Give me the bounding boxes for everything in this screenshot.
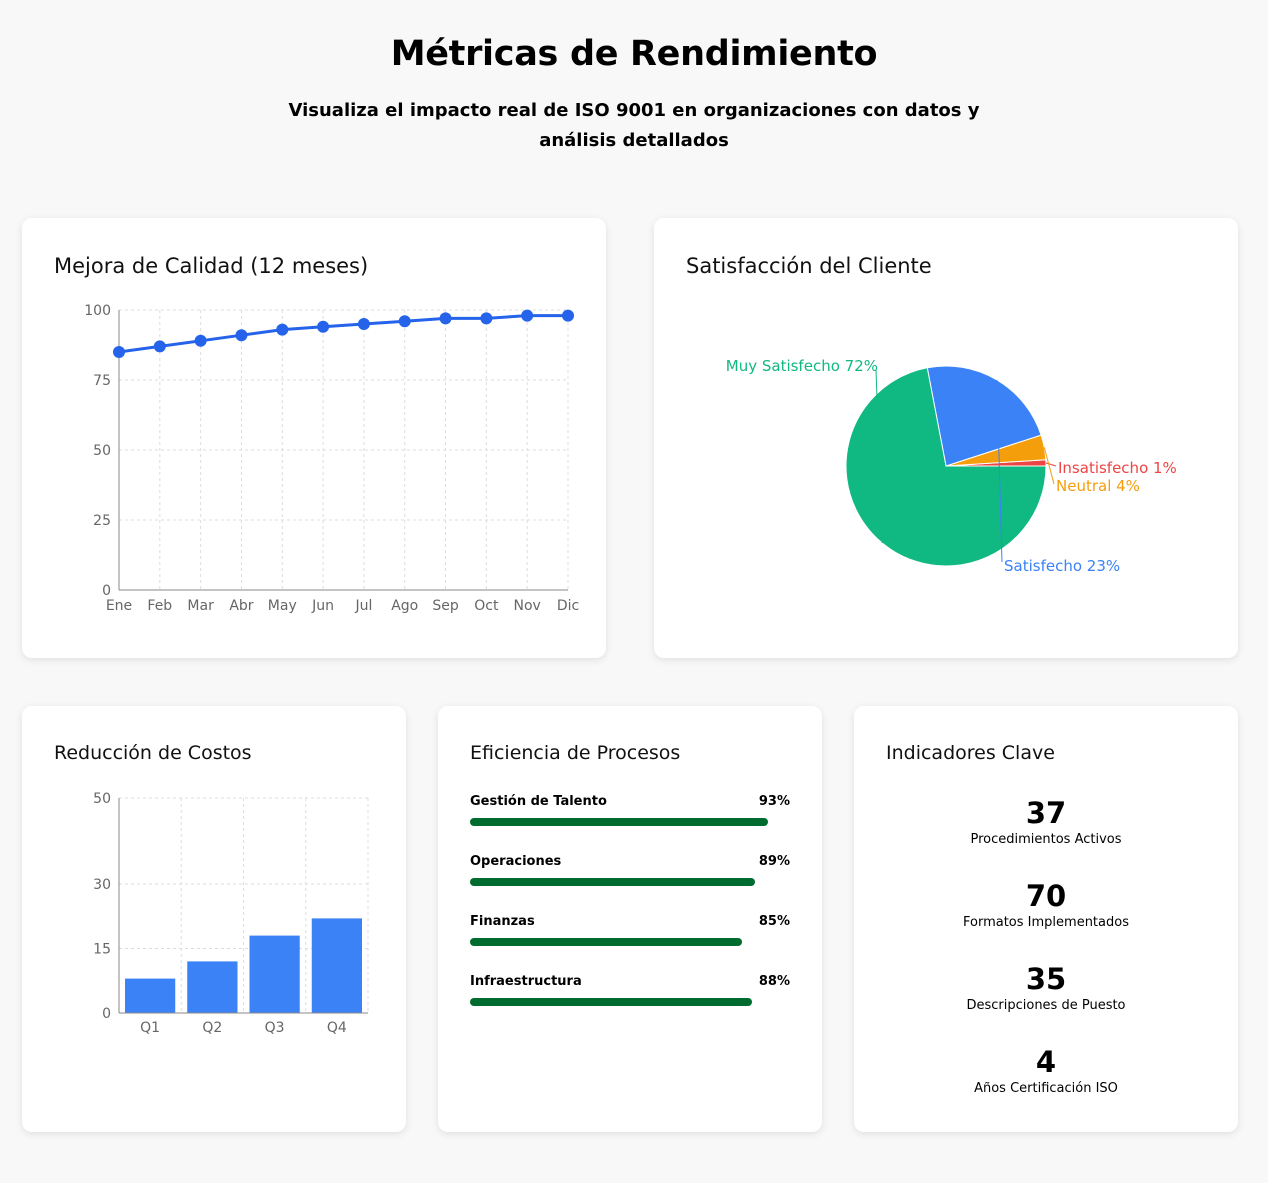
x-tick-label: Jun: [311, 598, 334, 614]
quality-point: [235, 329, 248, 342]
cost-bar: [249, 935, 300, 1013]
y-tick-label: 0: [102, 1006, 111, 1022]
efficiency-percent: 85%: [758, 914, 790, 929]
x-tick-label: Jul: [354, 598, 372, 614]
cost-bar: [125, 978, 176, 1013]
efficiency-percent: 88%: [758, 974, 790, 989]
pie-slice-label: Muy Satisfecho 72%: [726, 357, 878, 375]
quality-point: [194, 334, 207, 347]
quality-card: Mejora de Calidad (12 meses) 0 25 50 75 100 E…: [22, 218, 606, 658]
x-tick-label: Nov: [514, 598, 541, 614]
efficiency-track: [470, 878, 790, 886]
efficiency-track: [470, 938, 790, 946]
satisfaction-pie-chart: Insatisfecho 1%Neutral 4% Satisfecho 23% M…: [726, 357, 1177, 575]
quality-point: [276, 323, 289, 336]
x-tick-label: May: [268, 598, 297, 614]
efficiency-fill: [470, 818, 768, 826]
kpi-label: Años Certificación ISO: [974, 1081, 1118, 1096]
y-tick-label: 75: [93, 373, 111, 389]
satisfaction-card: Satisfacción del Cliente Insatisfecho 1%…: [654, 218, 1238, 658]
efficiency-label: Infraestructura: [470, 974, 582, 989]
efficiency-track: [470, 998, 790, 1006]
indicators-card: Indicadores Clave 37 Procedimientos Acti…: [854, 706, 1238, 1132]
x-tick-label: Oct: [474, 598, 499, 614]
cost-bar: [187, 961, 238, 1013]
quality-point: [317, 320, 330, 333]
quality-series-line: [118, 314, 568, 354]
x-tick-label: Mar: [187, 598, 214, 614]
pie-leader-line: [996, 379, 1003, 563]
efficiency-track: [470, 818, 790, 826]
quality-point: [153, 340, 166, 353]
pie-leader-line: [1043, 447, 1055, 485]
pie-slice: [926, 365, 1042, 467]
kpi-value: 70: [1025, 879, 1067, 913]
y-tick-label: 50: [93, 443, 111, 459]
kpi-item: 70 Formatos Implementados: [854, 879, 1238, 930]
x-tick-label: Ago: [391, 598, 418, 614]
quality-point: [113, 346, 125, 358]
efficiency-card: Eficiencia de Procesos Gestión de Talent…: [438, 706, 822, 1132]
y-tick-label: 25: [93, 513, 111, 529]
pie-slice-label: Neutral 4%: [1056, 477, 1140, 495]
efficiency-percent: 93%: [758, 794, 790, 809]
kpi-value: 37: [1025, 796, 1067, 830]
x-tick-label: Dic: [557, 598, 579, 614]
quality-point: [480, 312, 493, 325]
page-title: Métricas de Rendimiento: [390, 34, 878, 74]
x-tick-label: Q2: [202, 1020, 222, 1036]
efficiency-fill: [470, 878, 755, 886]
y-tick-label: 0: [102, 583, 111, 599]
efficiency-fill: [470, 998, 752, 1006]
kpi-value: 4: [1035, 1045, 1057, 1079]
quality-point: [357, 318, 370, 330]
kpi-label: Descripciones de Puesto: [966, 998, 1126, 1013]
satisfaction-card-title: Satisfacción del Cliente: [686, 254, 932, 278]
x-tick-label: Sep: [432, 598, 459, 614]
y-tick-label: 15: [93, 942, 111, 958]
efficiency-fill: [470, 938, 742, 946]
efficiency-label: Gestión de Talento: [470, 794, 607, 809]
efficiency-card-title: Eficiencia de Procesos: [470, 742, 681, 764]
y-tick-label: 50: [93, 791, 111, 807]
quality-point: [398, 315, 411, 328]
pie-leader-line: [875, 369, 883, 544]
costs-card-title: Reducción de Costos: [54, 742, 252, 764]
quality-point: [439, 312, 452, 325]
x-tick-label: Q3: [265, 1020, 285, 1036]
x-tick-label: Q4: [327, 1020, 347, 1036]
x-tick-label: Q1: [140, 1020, 160, 1036]
x-tick-label: Abr: [229, 598, 253, 614]
y-tick-label: 30: [93, 877, 111, 893]
pie-slice-label: Insatisfecho 1%: [1058, 459, 1177, 477]
efficiency-label: Operaciones: [470, 854, 562, 869]
kpi-label: Procedimientos Activos: [970, 832, 1122, 847]
efficiency-label: Finanzas: [470, 914, 535, 929]
pie-slice-label: Satisfecho 23%: [1004, 557, 1120, 575]
kpi-label: Formatos Implementados: [963, 915, 1129, 930]
x-tick-label: Feb: [147, 598, 172, 614]
kpi-value: 35: [1025, 962, 1067, 996]
kpi-item: 35 Descripciones de Puesto: [854, 962, 1238, 1013]
quality-line-chart: 0 25 50 75 100 Ene Feb Mar Abr May Jun Jul Ago Sep Oct…: [84, 303, 579, 614]
quality-point: [562, 309, 574, 322]
quality-card-title: Mejora de Calidad (12 meses): [54, 254, 369, 278]
costs-card: Reducción de Costos 0 15 30 50 Q1 Q2 Q3 Q4: [22, 706, 406, 1132]
cost-bar: [311, 918, 362, 1013]
quality-point: [521, 309, 534, 322]
x-tick-label: Ene: [106, 598, 132, 614]
costs-bar-chart: 0 15 30 50 Q1 Q2 Q3 Q4: [93, 791, 369, 1036]
kpi-item: 4 Años Certificación ISO: [854, 1045, 1238, 1096]
page-subtitle: Visualiza el impacto real de ISO 9001 en…: [288, 100, 980, 151]
y-tick-label: 100: [84, 303, 111, 319]
efficiency-percent: 89%: [758, 854, 790, 869]
indicators-card-title: Indicadores Clave: [886, 742, 1055, 764]
pie-leader-line: [1045, 462, 1057, 467]
kpi-item: 37 Procedimientos Activos: [854, 796, 1238, 847]
